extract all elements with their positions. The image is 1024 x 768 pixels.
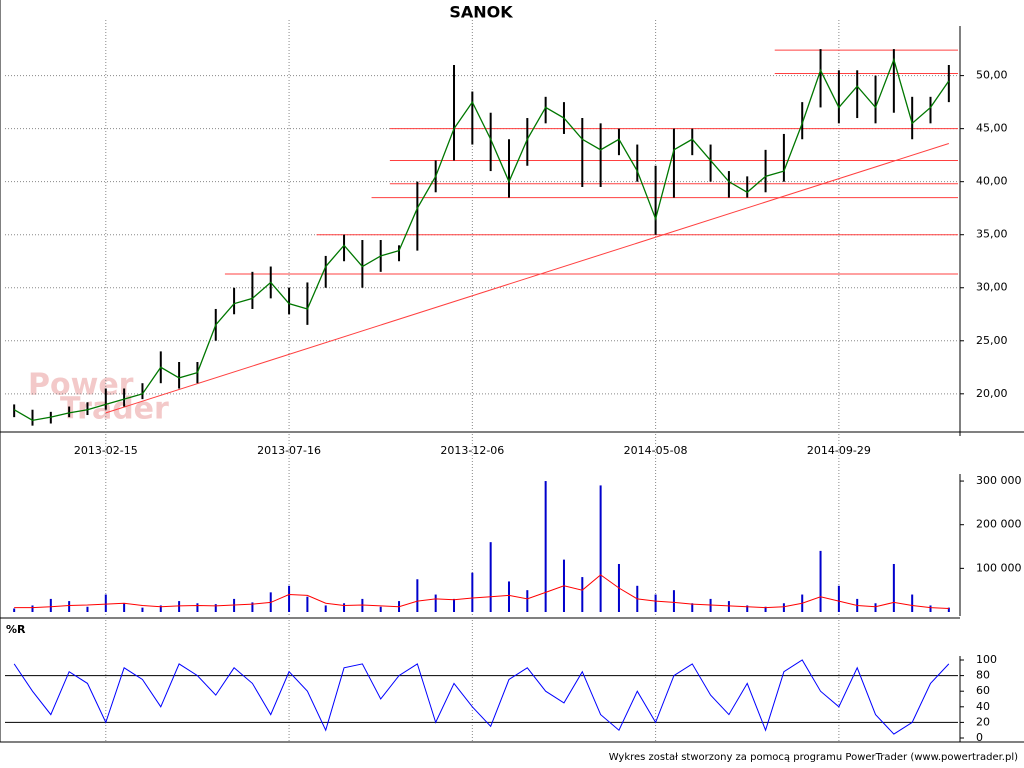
volume-bar: [31, 605, 34, 612]
volume-bar: [416, 579, 419, 612]
y-tick-label: 20,00: [976, 387, 1008, 400]
volume-bar: [196, 603, 199, 612]
y-tick-label: 25,00: [976, 334, 1008, 347]
close-line: [13, 57, 950, 422]
volume-bar: [13, 608, 16, 612]
volume-bar: [49, 598, 52, 612]
volume-bar: [141, 607, 144, 612]
volume-bar: [104, 594, 107, 612]
x-tick-label: 2014-05-08: [624, 444, 688, 457]
footer: Wykres został stworzony za pomocą progra…: [609, 752, 1018, 763]
volume-bar: [819, 550, 822, 612]
y-tick-label: 100: [976, 653, 997, 666]
y-tick-label: 40: [976, 700, 990, 713]
chart-title: SANOK: [449, 3, 513, 22]
x-tick-label: 2013-12-06: [440, 444, 504, 457]
y-tick-label: 20: [976, 715, 990, 728]
volume-bar: [251, 602, 254, 612]
volume-bar: [526, 590, 529, 612]
volume-bar: [379, 606, 382, 612]
volume-bar: [911, 594, 914, 612]
x-tick-label: 2013-02-15: [74, 444, 138, 457]
volume-bar: [159, 605, 162, 612]
volume-bar: [453, 598, 456, 612]
volume-bar: [288, 585, 291, 612]
volume-bar: [214, 604, 217, 612]
volume-bar: [544, 481, 547, 612]
volume-bar: [654, 594, 657, 612]
volume-bar: [324, 605, 327, 612]
watermark: Power: [28, 368, 134, 403]
volume-bar: [471, 572, 474, 612]
volume-bar: [947, 607, 950, 612]
volume-bar: [178, 601, 181, 612]
y-tick-label: 35,00: [976, 228, 1008, 241]
indicator-line: [13, 659, 950, 735]
y-tick-label: 80: [976, 669, 990, 682]
x-tick-label: 2013-07-16: [257, 444, 321, 457]
volume-bar: [837, 585, 840, 612]
y-tick-label: 100 000: [976, 561, 1022, 574]
volume-bar: [581, 577, 584, 612]
x-tick-label: 2014-09-29: [807, 444, 871, 457]
volume-bar: [727, 601, 730, 612]
trend-line: [105, 143, 949, 414]
volume-bar: [874, 603, 877, 612]
volume-bar: [764, 606, 767, 612]
y-tick-label: 300 000: [976, 474, 1022, 487]
y-tick-label: 45,00: [976, 122, 1008, 135]
watermark: Trader: [60, 392, 169, 427]
volume-bar: [599, 485, 602, 612]
volume-bar: [929, 605, 932, 612]
volume-bar: [123, 603, 126, 612]
ma-line: [14, 574, 949, 610]
volume-bar: [306, 596, 309, 612]
volume-bar: [86, 606, 89, 612]
volume-bar: [489, 542, 492, 612]
y-tick-label: 30,00: [976, 281, 1008, 294]
y-tick-label: 0: [976, 731, 983, 744]
volume-bar: [434, 594, 437, 612]
volume-bar: [892, 563, 895, 612]
y-tick-label: 200 000: [976, 518, 1022, 531]
y-tick-label: 40,00: [976, 175, 1008, 188]
volume-bar: [68, 601, 71, 612]
y-tick-label: 50,00: [976, 69, 1008, 82]
volume-bar: [782, 603, 785, 612]
volume-bar: [507, 581, 510, 612]
volume-bar: [746, 605, 749, 612]
panel-title: %R: [6, 623, 26, 636]
volume-bar: [672, 590, 675, 612]
volume-bar: [691, 603, 694, 612]
y-tick-label: 60: [976, 684, 990, 697]
volume-bar: [343, 603, 346, 612]
